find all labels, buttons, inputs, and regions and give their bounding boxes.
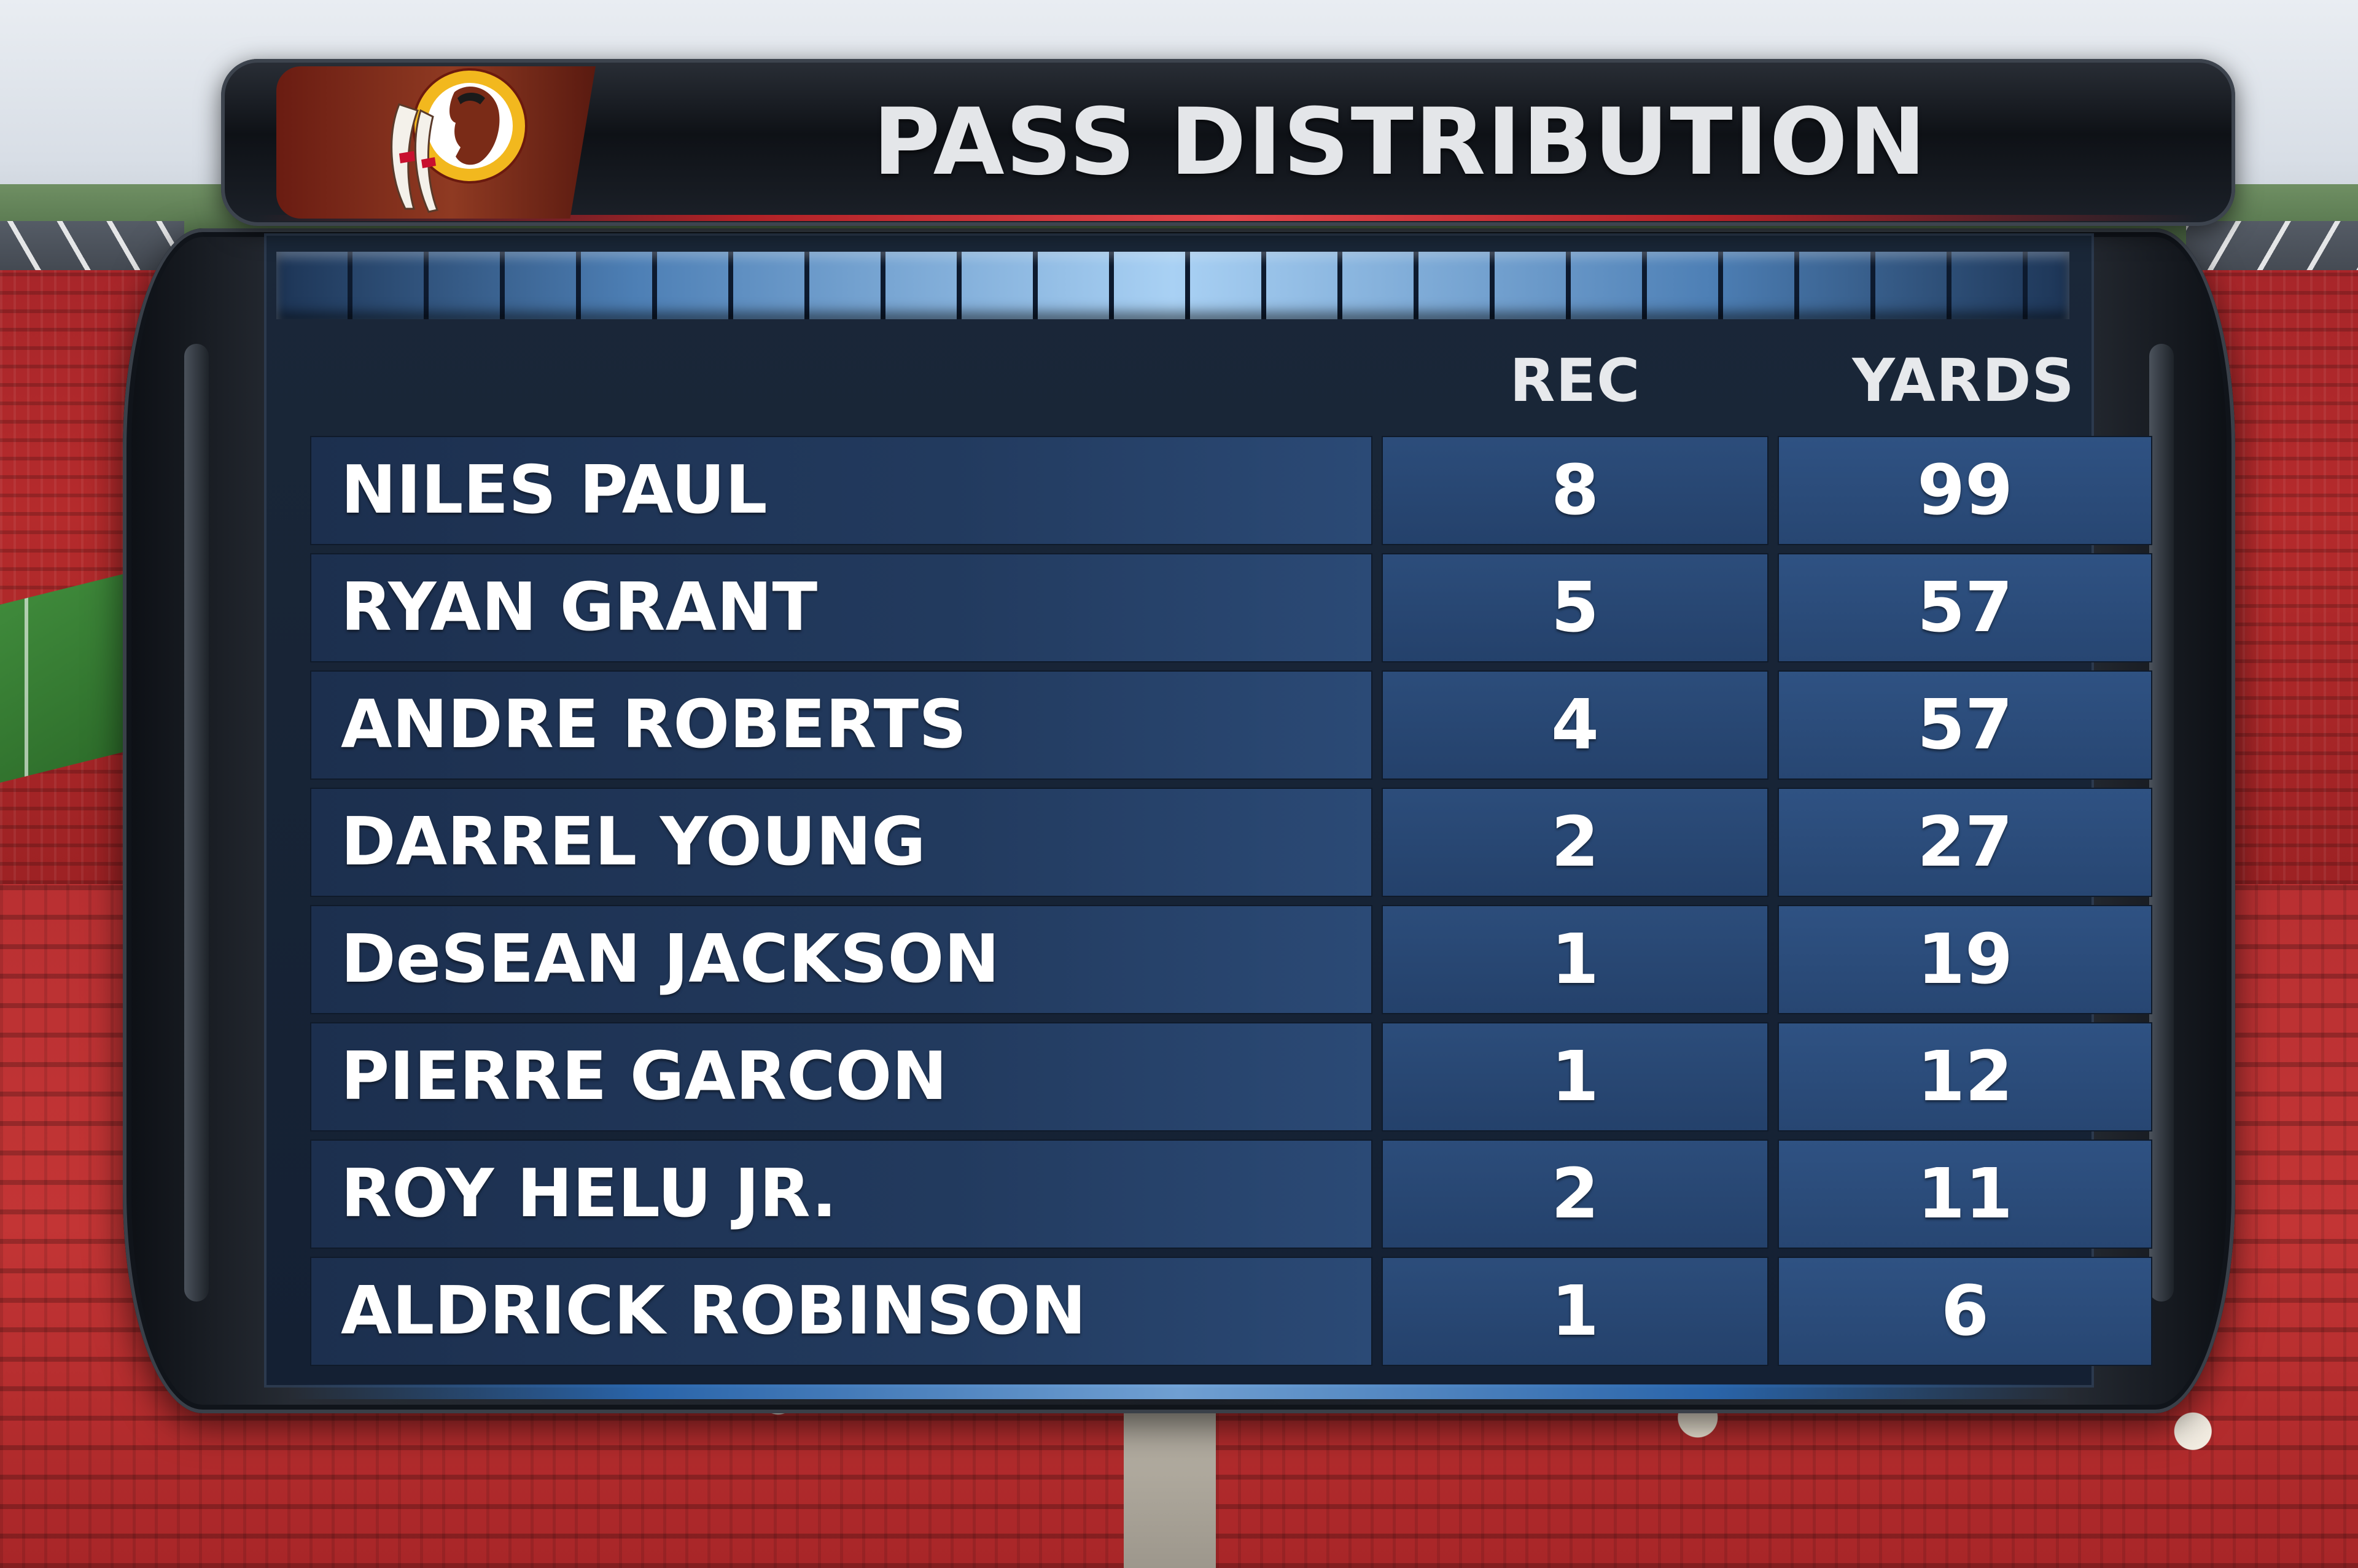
table-row: DARREL YOUNG 2 27: [310, 788, 2152, 897]
rec-value: 1: [1551, 1271, 1599, 1351]
redskins-logo-icon: [391, 68, 527, 213]
rec-cell: 8: [1382, 436, 1768, 545]
rec-cell: 1: [1382, 1257, 1768, 1366]
yards-cell: 11: [1778, 1139, 2152, 1249]
player-name: ANDRE ROBERTS: [341, 686, 967, 763]
yards-cell: 57: [1778, 670, 2152, 780]
rec-cell: 5: [1382, 553, 1768, 662]
rec-cell: 2: [1382, 1139, 1768, 1249]
player-name: DARREL YOUNG: [341, 804, 926, 880]
player-cell: RYAN GRANT: [310, 553, 1372, 662]
rec-cell: 4: [1382, 670, 1768, 780]
led-light-strip: [276, 252, 2069, 319]
rec-value: 2: [1551, 1154, 1599, 1234]
table-row: ALDRICK ROBINSON 1 6: [310, 1257, 2152, 1366]
table-row: DeSEAN JACKSON 1 19: [310, 905, 2152, 1014]
player-cell: DARREL YOUNG: [310, 788, 1372, 897]
player-cell: PIERRE GARCON: [310, 1022, 1372, 1131]
yards-value: 11: [1917, 1154, 2013, 1234]
player-cell: NILES PAUL: [310, 436, 1372, 545]
player-cell: ROY HELU JR.: [310, 1139, 1372, 1249]
player-cell: ALDRICK ROBINSON: [310, 1257, 1372, 1366]
player-name: RYAN GRANT: [341, 569, 818, 646]
player-cell: ANDRE ROBERTS: [310, 670, 1372, 780]
player-name: DeSEAN JACKSON: [341, 921, 1000, 998]
player-name: NILES PAUL: [341, 452, 768, 529]
yards-cell: 99: [1778, 436, 2152, 545]
yards-value: 6: [1941, 1271, 1989, 1351]
yards-value: 99: [1917, 451, 2013, 530]
board-rim-right: [2149, 344, 2174, 1302]
player-name: ROY HELU JR.: [341, 1155, 837, 1232]
field-glimpse: [0, 574, 123, 783]
table-row: PIERRE GARCON 1 12: [310, 1022, 2152, 1131]
yards-value: 27: [1917, 802, 2013, 882]
table-row: NILES PAUL 8 99: [310, 436, 2152, 545]
yards-value: 12: [1917, 1037, 2013, 1117]
column-header-yards: YARDS: [1852, 346, 2075, 415]
rec-value: 1: [1551, 920, 1599, 999]
table-row: ROY HELU JR. 2 11: [310, 1139, 2152, 1249]
yards-value: 57: [1917, 685, 2013, 765]
rec-value: 8: [1551, 451, 1599, 530]
yards-cell: 6: [1778, 1257, 2152, 1366]
stadium-aisle: [1124, 1412, 1216, 1568]
yards-cell: 27: [1778, 788, 2152, 897]
rec-cell: 1: [1382, 1022, 1768, 1131]
rec-value: 2: [1551, 802, 1599, 882]
player-name: ALDRICK ROBINSON: [341, 1273, 1086, 1349]
page-title: PASS DISTRIBUTION: [873, 89, 1928, 196]
board-bottom-glow: [289, 1384, 2069, 1399]
yards-value: 57: [1917, 568, 2013, 648]
board-rim-left: [184, 344, 209, 1302]
table-row: ANDRE ROBERTS 4 57: [310, 670, 2152, 780]
yards-cell: 19: [1778, 905, 2152, 1014]
rec-value: 1: [1551, 1037, 1599, 1117]
pass-distribution-table: NILES PAUL 8 99 RYAN GRANT 5 57 ANDRE RO…: [310, 436, 2152, 1366]
rec-cell: 2: [1382, 788, 1768, 897]
rec-value: 4: [1551, 685, 1599, 765]
yards-cell: 12: [1778, 1022, 2152, 1131]
yards-value: 19: [1917, 920, 2013, 999]
rec-cell: 1: [1382, 905, 1768, 1014]
player-cell: DeSEAN JACKSON: [310, 905, 1372, 1014]
rec-value: 5: [1551, 568, 1599, 648]
yards-cell: 57: [1778, 553, 2152, 662]
player-name: PIERRE GARCON: [341, 1038, 947, 1115]
table-row: RYAN GRANT 5 57: [310, 553, 2152, 662]
column-header-rec: REC: [1509, 346, 1641, 415]
table-header: REC YARDS: [310, 325, 2152, 436]
